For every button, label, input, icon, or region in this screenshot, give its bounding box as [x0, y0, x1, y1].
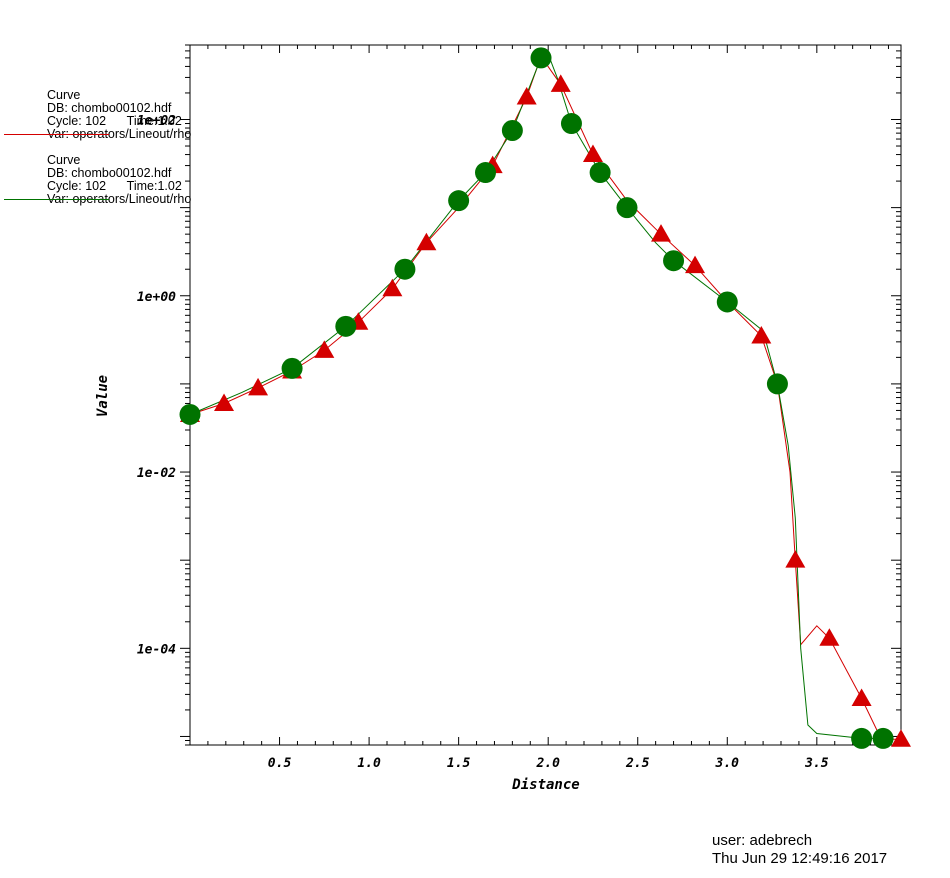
- triangle-marker: [248, 377, 269, 396]
- series-line-2: [189, 53, 884, 739]
- triangle-marker: [214, 393, 235, 411]
- legend-cycle-time: Cycle: 102 Time:1.02: [47, 179, 182, 193]
- y-tick-label: 1e+02: [137, 113, 176, 128]
- footer: user: adebrech Thu Jun 29 12:49:16 2017: [712, 832, 887, 868]
- triangle-marker: [685, 255, 706, 274]
- triangle-marker: [785, 550, 806, 568]
- y-tick-label: 1e+00: [137, 290, 176, 305]
- x-tick-label: 3.0: [715, 756, 740, 771]
- circle-marker: [475, 162, 497, 184]
- circle-marker: [851, 727, 873, 749]
- circle-marker: [663, 250, 685, 272]
- circle-marker: [179, 403, 201, 425]
- x-axis-title: Distance: [511, 777, 579, 793]
- legend-title: Curve: [47, 88, 81, 102]
- legend-db: DB: chombo00102.hdf: [47, 101, 172, 115]
- x-tick-label: 2.0: [535, 756, 560, 771]
- triangle-marker: [891, 729, 911, 747]
- circle-marker: [560, 113, 582, 135]
- circle-marker: [448, 190, 470, 212]
- triangle-marker: [751, 325, 772, 344]
- triangle-marker: [851, 688, 872, 706]
- legend: Curve DB: chombo00102.hdf Cycle: 102 Tim…: [0, 89, 191, 219]
- triangle-marker: [582, 144, 603, 163]
- legend-cycle-time: Cycle: 102 Time:1.02: [47, 114, 182, 128]
- legend-item-curve-2: Curve DB: chombo00102.hdf Cycle: 102 Tim…: [0, 154, 191, 206]
- x-tick-label: 2.5: [625, 756, 650, 771]
- footer-user: user: adebrech: [712, 832, 813, 849]
- triangle-marker: [819, 628, 840, 646]
- triangle-marker: [516, 86, 537, 105]
- circle-marker: [766, 373, 788, 395]
- triangle-marker: [314, 340, 335, 358]
- legend-line-swatch: [4, 199, 109, 200]
- plot-frame: [189, 44, 902, 746]
- triangle-marker: [550, 74, 571, 92]
- axis-ticks: 0.5 1.0 1.5 2.0 2.5 3.0 3.5 1e-04 1e-02 1e+00 1e+0…: [137, 44, 901, 771]
- plot-border: [189, 44, 902, 746]
- y-tick-label: 1e-02: [137, 466, 176, 481]
- triangle-marker: [651, 224, 672, 242]
- legend-var: Var: operators/Lineout/rho: [47, 192, 192, 206]
- y-axis-title: Value: [95, 375, 111, 417]
- circle-marker: [716, 291, 738, 313]
- legend-item-curve-1: Curve DB: chombo00102.hdf Cycle: 102 Tim…: [0, 89, 191, 141]
- circle-marker: [589, 162, 611, 184]
- circle-marker: [281, 357, 303, 379]
- x-tick-label: 1.0: [357, 756, 381, 771]
- series-layer: [179, 47, 911, 749]
- legend-line-swatch: [4, 134, 109, 135]
- circle-marker: [530, 47, 552, 69]
- series-line-1: [189, 55, 901, 740]
- footer-date: Thu Jun 29 12:49:16 2017: [712, 850, 888, 867]
- y-tick-label: 1e-04: [137, 642, 176, 657]
- circle-marker: [394, 258, 416, 280]
- x-tick-label: 1.5: [447, 756, 471, 771]
- triangle-marker: [416, 232, 437, 251]
- circle-marker: [872, 727, 894, 749]
- circle-marker: [501, 119, 523, 141]
- x-tick-label: 3.5: [804, 756, 829, 771]
- legend-title: Curve: [47, 153, 81, 167]
- triangle-marker: [382, 278, 403, 297]
- circle-marker: [616, 197, 638, 219]
- x-tick-label: 0.5: [268, 756, 292, 771]
- legend-db: DB: chombo00102.hdf: [47, 166, 172, 180]
- circle-marker: [335, 315, 357, 337]
